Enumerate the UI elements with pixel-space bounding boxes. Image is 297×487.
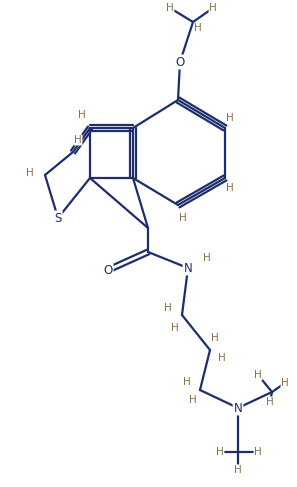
- Text: H: H: [226, 183, 234, 193]
- Text: H: H: [226, 113, 234, 123]
- Text: H: H: [166, 3, 174, 13]
- Text: H: H: [194, 23, 202, 33]
- Text: H: H: [203, 253, 211, 263]
- Text: H: H: [171, 323, 179, 333]
- Text: H: H: [183, 377, 191, 387]
- Text: H: H: [78, 110, 86, 120]
- Text: H: H: [164, 303, 172, 313]
- Text: H: H: [281, 378, 289, 388]
- Text: H: H: [254, 447, 262, 457]
- Text: N: N: [184, 262, 192, 275]
- Text: O: O: [103, 263, 113, 277]
- Text: H: H: [234, 465, 242, 475]
- Text: H: H: [26, 168, 34, 178]
- Text: H: H: [189, 395, 197, 405]
- Text: H: H: [179, 213, 187, 223]
- Text: H: H: [266, 397, 274, 407]
- Text: H: H: [218, 353, 226, 363]
- Text: O: O: [175, 56, 185, 69]
- Text: H: H: [211, 333, 219, 343]
- Text: H: H: [254, 370, 262, 380]
- Text: H: H: [209, 3, 217, 13]
- Text: N: N: [234, 401, 242, 414]
- Text: H: H: [216, 447, 224, 457]
- Text: H: H: [74, 135, 82, 145]
- Text: S: S: [54, 211, 62, 225]
